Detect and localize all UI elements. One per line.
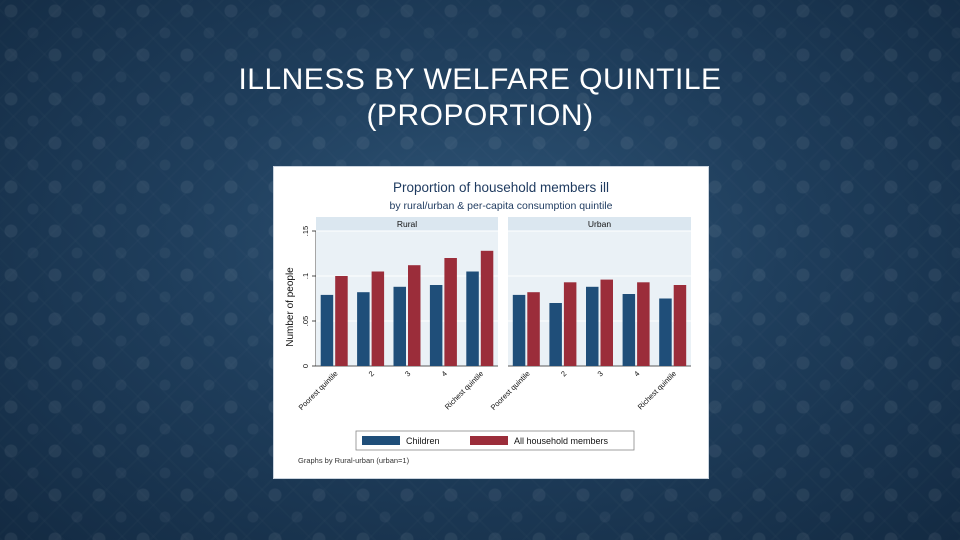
bar-all-members xyxy=(527,292,540,366)
x-tick-label: Poorest quintile xyxy=(489,369,532,412)
bar-children xyxy=(466,271,479,366)
x-tick-label: Poorest quintile xyxy=(297,369,340,412)
panel-strip-label: Rural xyxy=(397,219,417,229)
x-tick-label: Richest quintile xyxy=(636,369,678,411)
bar-children xyxy=(393,286,406,366)
bar-all-members xyxy=(408,265,421,366)
slide-title: ILLNESS BY WELFARE QUINTILE (PROPORTION) xyxy=(0,62,960,134)
bar-children xyxy=(429,285,443,366)
chart-note: Graphs by Rural-urban (urban=1) xyxy=(298,456,410,465)
chart-title: Proportion of household members ill xyxy=(393,180,609,195)
bar-all-members xyxy=(673,285,687,366)
legend: Children All household members xyxy=(355,430,635,451)
bar-all-members xyxy=(637,282,650,366)
x-tick-label: Richest quintile xyxy=(443,369,485,411)
legend-label-children: Children xyxy=(406,436,440,446)
x-tick-label: 2 xyxy=(559,369,568,378)
bar-children xyxy=(586,286,599,366)
panel-strip xyxy=(316,217,498,231)
bar-children xyxy=(549,303,562,366)
y-tick-label: 0 xyxy=(301,364,310,368)
y-tick-label: .05 xyxy=(301,316,310,326)
panel-strip xyxy=(508,217,691,231)
chart-figure: Proportion of household members ill by r… xyxy=(273,166,709,479)
legend-label-all-members: All household members xyxy=(514,436,609,446)
bar-children xyxy=(357,292,370,366)
bar-all-members xyxy=(600,279,613,366)
bar-all-members xyxy=(563,282,577,366)
legend-swatch-children xyxy=(362,436,400,445)
chart-subtitle: by rural/urban & per-capita consumption … xyxy=(390,200,613,212)
bar-children xyxy=(512,294,526,366)
y-tick-label: .15 xyxy=(301,226,310,236)
slide-title-line-2: (PROPORTION) xyxy=(366,99,594,132)
bar-children xyxy=(659,298,672,366)
bar-all-members xyxy=(480,250,494,366)
bar-children xyxy=(622,294,636,366)
x-tick-label: 2 xyxy=(367,369,376,378)
slide-title-line-1: ILLNESS BY WELFARE QUINTILE xyxy=(238,63,722,96)
legend-swatch-all-members xyxy=(470,436,508,445)
x-tick-label: 3 xyxy=(403,369,412,378)
y-tick-label: .1 xyxy=(301,273,310,279)
x-tick-label: 3 xyxy=(596,369,605,378)
x-tick-label: 4 xyxy=(632,369,641,378)
y-axis-label: Number of people xyxy=(285,267,296,347)
panel-strip-label: Urban xyxy=(588,219,611,229)
bar-children xyxy=(320,294,334,366)
chart-svg: Proportion of household members ill by r… xyxy=(285,180,691,465)
bar-all-members xyxy=(335,276,348,366)
x-tick-label: 4 xyxy=(440,369,449,378)
bar-all-members xyxy=(444,258,457,366)
bar-all-members xyxy=(371,271,385,366)
